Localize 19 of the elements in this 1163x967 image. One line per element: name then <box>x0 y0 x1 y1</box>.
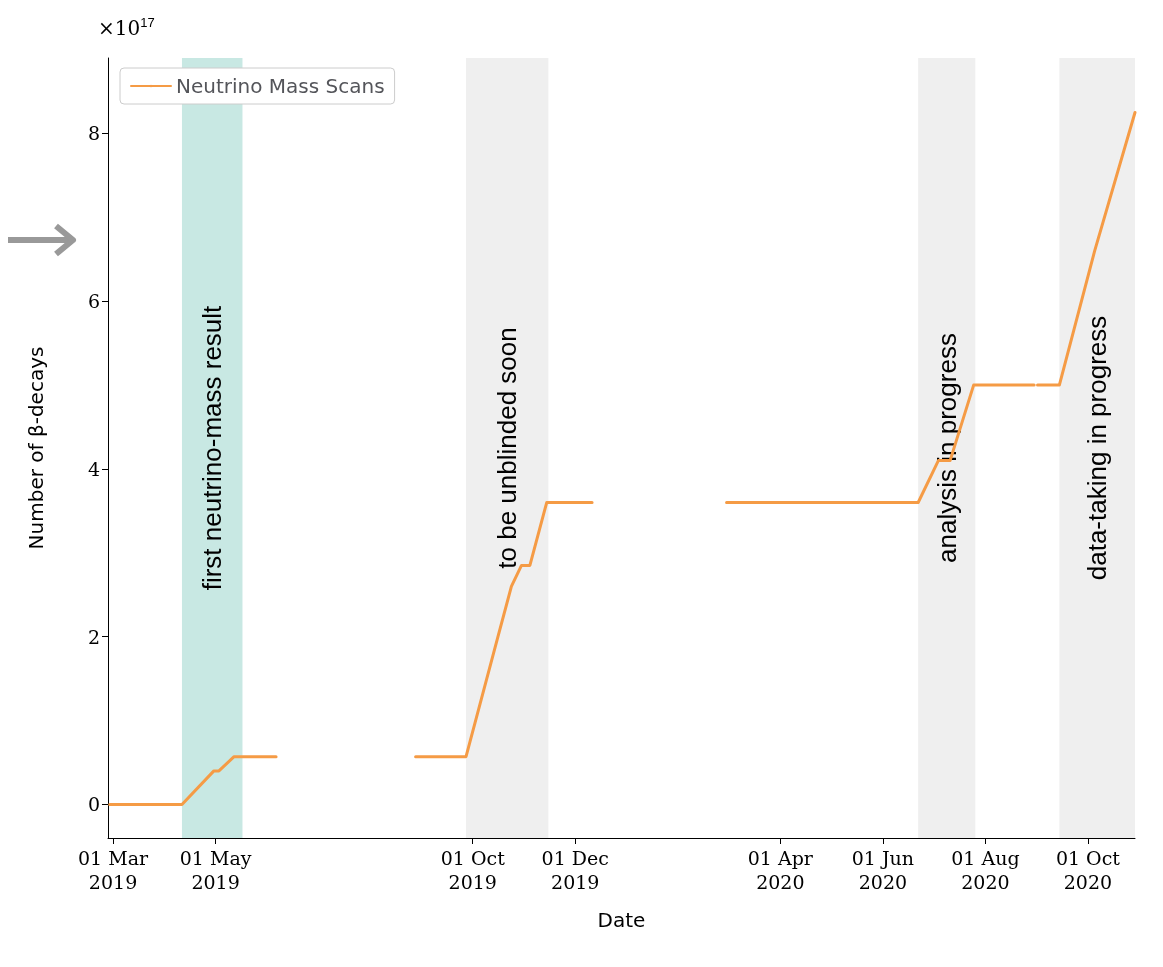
y-axis-title: Number of β-decays <box>24 346 48 550</box>
x-tick-label: 01 Mar 2019 <box>78 847 149 893</box>
y-tick-label: 0 <box>87 793 100 816</box>
x-tick-label: 01 Apr 2020 <box>747 847 814 893</box>
band-label: data-taking in progress <box>1082 315 1113 581</box>
x-tick-label: 01 Jun 2020 <box>851 847 915 893</box>
legend-label: Neutrino Mass Scans <box>176 74 385 98</box>
y-tick-label: 4 <box>87 457 100 480</box>
y-tick-label: 2 <box>87 625 100 648</box>
y-tick-label: 8 <box>87 122 100 145</box>
x-tick-label: 01 Oct 2019 <box>440 847 506 893</box>
x-tick-label: 01 May 2019 <box>179 847 252 893</box>
x-tick-label: 01 Aug 2020 <box>951 847 1020 893</box>
band-label: to be unblinded soon <box>492 327 523 569</box>
band-label: first neutrino-mass result <box>197 304 228 591</box>
y-tick-label: 6 <box>87 290 100 313</box>
x-tick-label: 01 Oct 2020 <box>1055 847 1121 893</box>
x-tick-label: 01 Dec 2019 <box>541 847 609 893</box>
x-axis-title: Date <box>597 908 646 932</box>
